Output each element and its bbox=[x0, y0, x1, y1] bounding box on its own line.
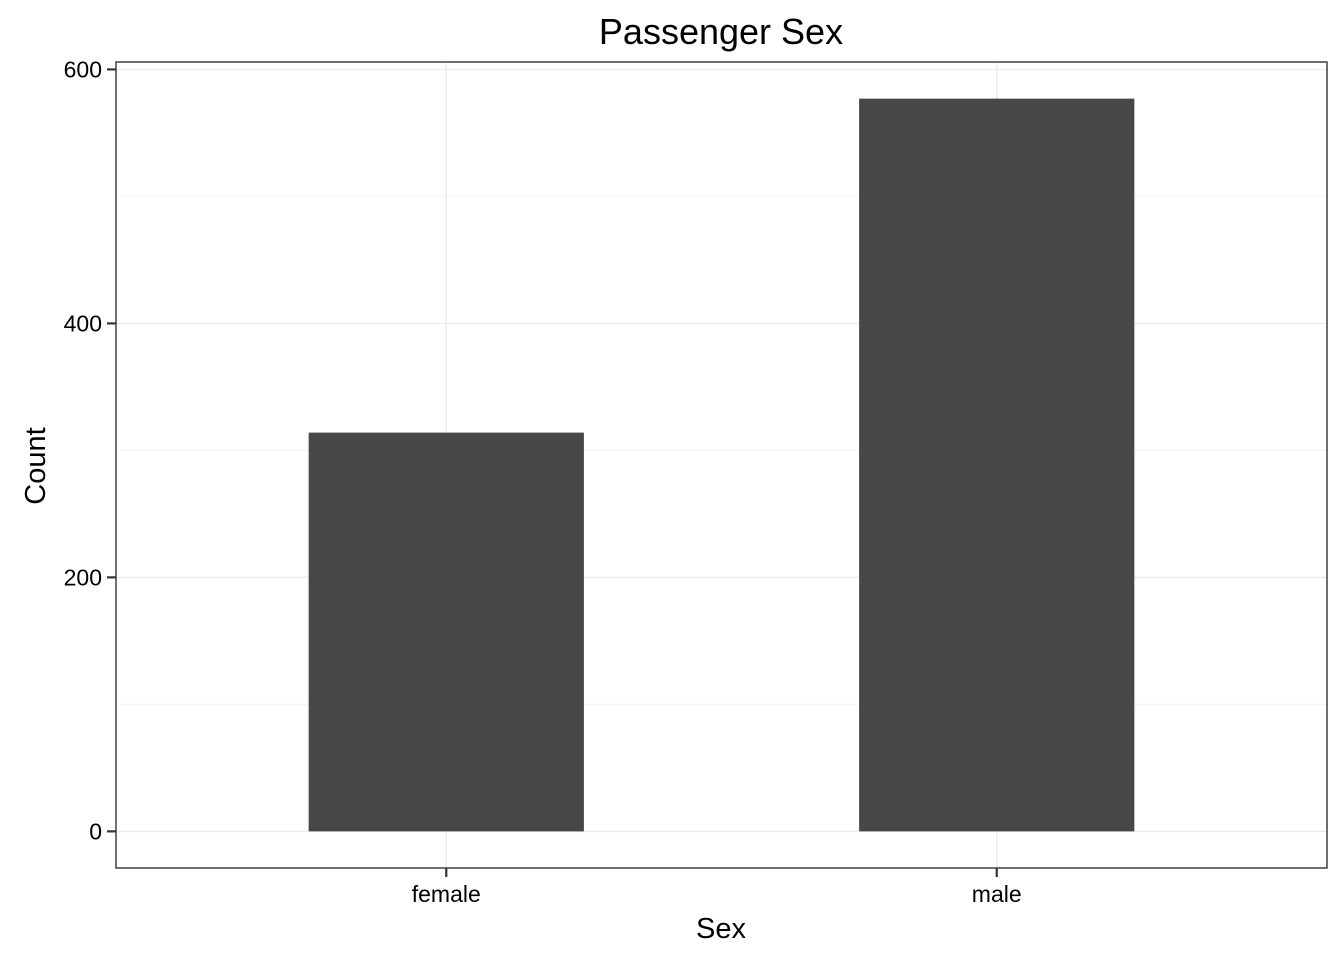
bar-male bbox=[859, 98, 1135, 832]
chart-title: Passenger Sex bbox=[599, 11, 843, 52]
y-tick-label: 200 bbox=[64, 564, 102, 590]
x-tick-label-male: male bbox=[972, 881, 1022, 907]
y-axis: 0 200 400 600 bbox=[64, 56, 116, 844]
y-tick-label: 600 bbox=[64, 56, 102, 82]
x-axis-title: Sex bbox=[696, 913, 746, 945]
bar-female bbox=[308, 432, 584, 832]
y-axis-title: Count bbox=[20, 427, 52, 504]
y-tick-label: 0 bbox=[89, 818, 102, 844]
panel-border bbox=[115, 61, 1328, 869]
x-tick-label-female: female bbox=[412, 881, 481, 907]
x-axis: female male bbox=[412, 868, 1022, 907]
y-tick-label: 400 bbox=[64, 310, 102, 336]
bars bbox=[308, 98, 1135, 832]
